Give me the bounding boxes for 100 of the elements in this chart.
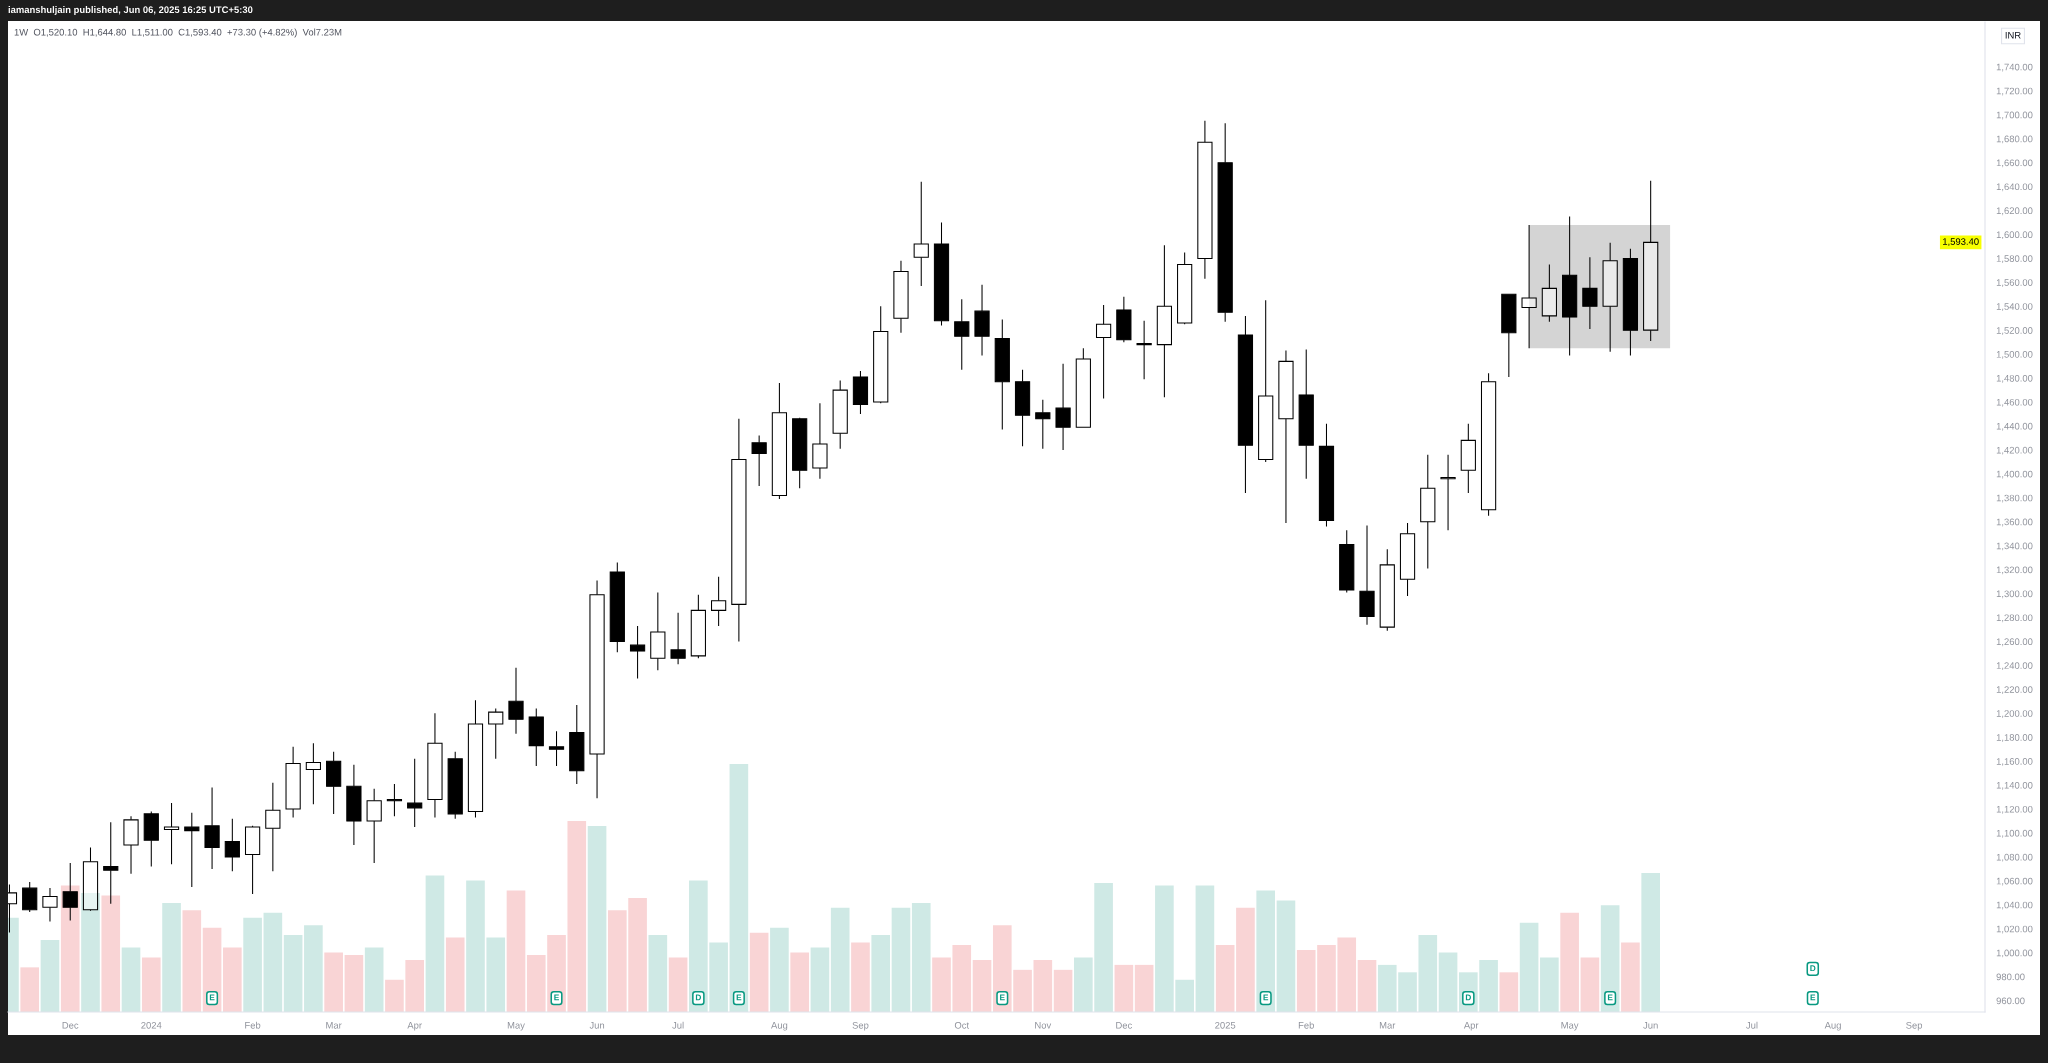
- y-tick-label: 1,340.00: [1996, 542, 2033, 551]
- bar: [790, 952, 809, 1012]
- x-tick-label: Jun: [1643, 1022, 1658, 1029]
- candlestick: [913, 181, 929, 287]
- bar: [506, 890, 526, 1012]
- candlestick: [1399, 522, 1416, 597]
- candlestick: [346, 764, 362, 846]
- candlestick: [1298, 348, 1314, 480]
- bar: [729, 764, 749, 1012]
- x-tick-label: Feb: [1298, 1021, 1314, 1029]
- candlestick: [1075, 347, 1091, 428]
- bar: [243, 917, 262, 1012]
- bar: [587, 826, 607, 1012]
- candlestick: [954, 298, 970, 371]
- bar: [1438, 952, 1458, 1012]
- x-tick-label: Aug: [1824, 1022, 1841, 1031]
- bar: [891, 907, 911, 1012]
- x-tick-label: Apr: [407, 1022, 422, 1031]
- candlestick: [751, 435, 767, 487]
- bar: [304, 925, 323, 1012]
- y-tick-label: 1,260.00: [1996, 638, 2033, 647]
- y-tick-label: 1,580.00: [1996, 255, 2033, 264]
- y-tick-label: 1,600.00: [1996, 231, 2033, 240]
- candlestick: [670, 612, 686, 665]
- y-tick-label: 1,160.00: [1996, 758, 2033, 766]
- annotation: D: [695, 994, 702, 1001]
- bar: [770, 927, 789, 1012]
- y-tick-label: 1,100.00: [1996, 829, 2033, 838]
- candlestick: [407, 758, 423, 828]
- y-tick-label: 980.00: [1996, 973, 2025, 981]
- bar: [1357, 959, 1377, 1012]
- y-tick-label: 1,140.00: [1996, 781, 2033, 790]
- x-tick-label: 2025: [1215, 1021, 1236, 1029]
- y-tick-label: 1,440.00: [1996, 422, 2033, 431]
- y-tick-label: 1,060.00: [1996, 877, 2033, 886]
- candlestick: [488, 708, 504, 760]
- annotation: E: [736, 994, 742, 1001]
- candlestick: [143, 810, 159, 868]
- candlestick: [204, 787, 220, 870]
- x-tick-label: Aug: [771, 1022, 788, 1031]
- x-tick-label: Jun: [589, 1022, 605, 1029]
- bar: [749, 932, 769, 1012]
- candlestick: [1116, 296, 1132, 343]
- bar: [141, 957, 161, 1012]
- y-tick-label: 1,660.00: [1996, 159, 2033, 168]
- bar: [445, 937, 465, 1012]
- bar: [830, 907, 850, 1012]
- candlestick: [184, 812, 200, 888]
- bar: [1621, 942, 1640, 1012]
- bar: [182, 910, 202, 1012]
- candlestick: [1541, 263, 1557, 323]
- candlestick: [1217, 122, 1233, 323]
- candlestick: [893, 260, 909, 334]
- x-tick-label: May: [1561, 1022, 1579, 1031]
- candlestick: [629, 625, 646, 680]
- candlestick: [1156, 244, 1172, 398]
- candlestick: [1602, 242, 1618, 353]
- candlestick: [1055, 363, 1071, 451]
- x-tick-label: May: [507, 1022, 525, 1031]
- bar: [1641, 873, 1660, 1012]
- bar: [1519, 922, 1539, 1012]
- y-tick-label: 1,240.00: [1996, 662, 2033, 671]
- candlestick: [1501, 293, 1517, 378]
- candlestick: [1278, 350, 1294, 524]
- candlestick: [812, 402, 828, 480]
- candlestick: [650, 591, 666, 671]
- candlestick: [589, 579, 605, 799]
- candlestick: [265, 782, 281, 872]
- bar: [364, 947, 384, 1012]
- bar: [324, 952, 343, 1012]
- bar: [1134, 964, 1154, 1012]
- candlestick: [994, 318, 1010, 431]
- candlestick: [305, 742, 321, 805]
- y-tick-label: 1,640.00: [1996, 183, 2033, 192]
- bar: [1600, 905, 1620, 1012]
- annotation: 1,593.40: [1943, 238, 1979, 247]
- x-tick-label: Jul: [1746, 1021, 1758, 1029]
- y-tick-label: 1,020.00: [1996, 925, 2033, 934]
- candlestick: [1318, 423, 1335, 528]
- x-tick-label: 2024: [141, 1021, 162, 1029]
- candlestick: [873, 305, 889, 403]
- bar: [1114, 964, 1134, 1012]
- candlestick: [1622, 248, 1639, 356]
- y-tick-label: 960.00: [1996, 997, 2025, 1005]
- bar: [648, 935, 668, 1012]
- bar: [851, 942, 870, 1012]
- candlestick: [1197, 120, 1213, 280]
- bar: [1560, 912, 1579, 1012]
- bar: [810, 947, 830, 1012]
- candlestick: [1237, 315, 1254, 494]
- y-tick-label: 1,280.00: [1996, 614, 2033, 623]
- candlestick: [1136, 320, 1152, 380]
- bar: [425, 875, 445, 1012]
- x-tick-label: Dec: [62, 1022, 79, 1029]
- bar: [911, 902, 931, 1012]
- annotation: E: [1000, 994, 1005, 1001]
- candlestick: [771, 382, 788, 500]
- candlestick: [609, 561, 625, 653]
- candlestick: [42, 887, 58, 923]
- bar: [1499, 972, 1519, 1012]
